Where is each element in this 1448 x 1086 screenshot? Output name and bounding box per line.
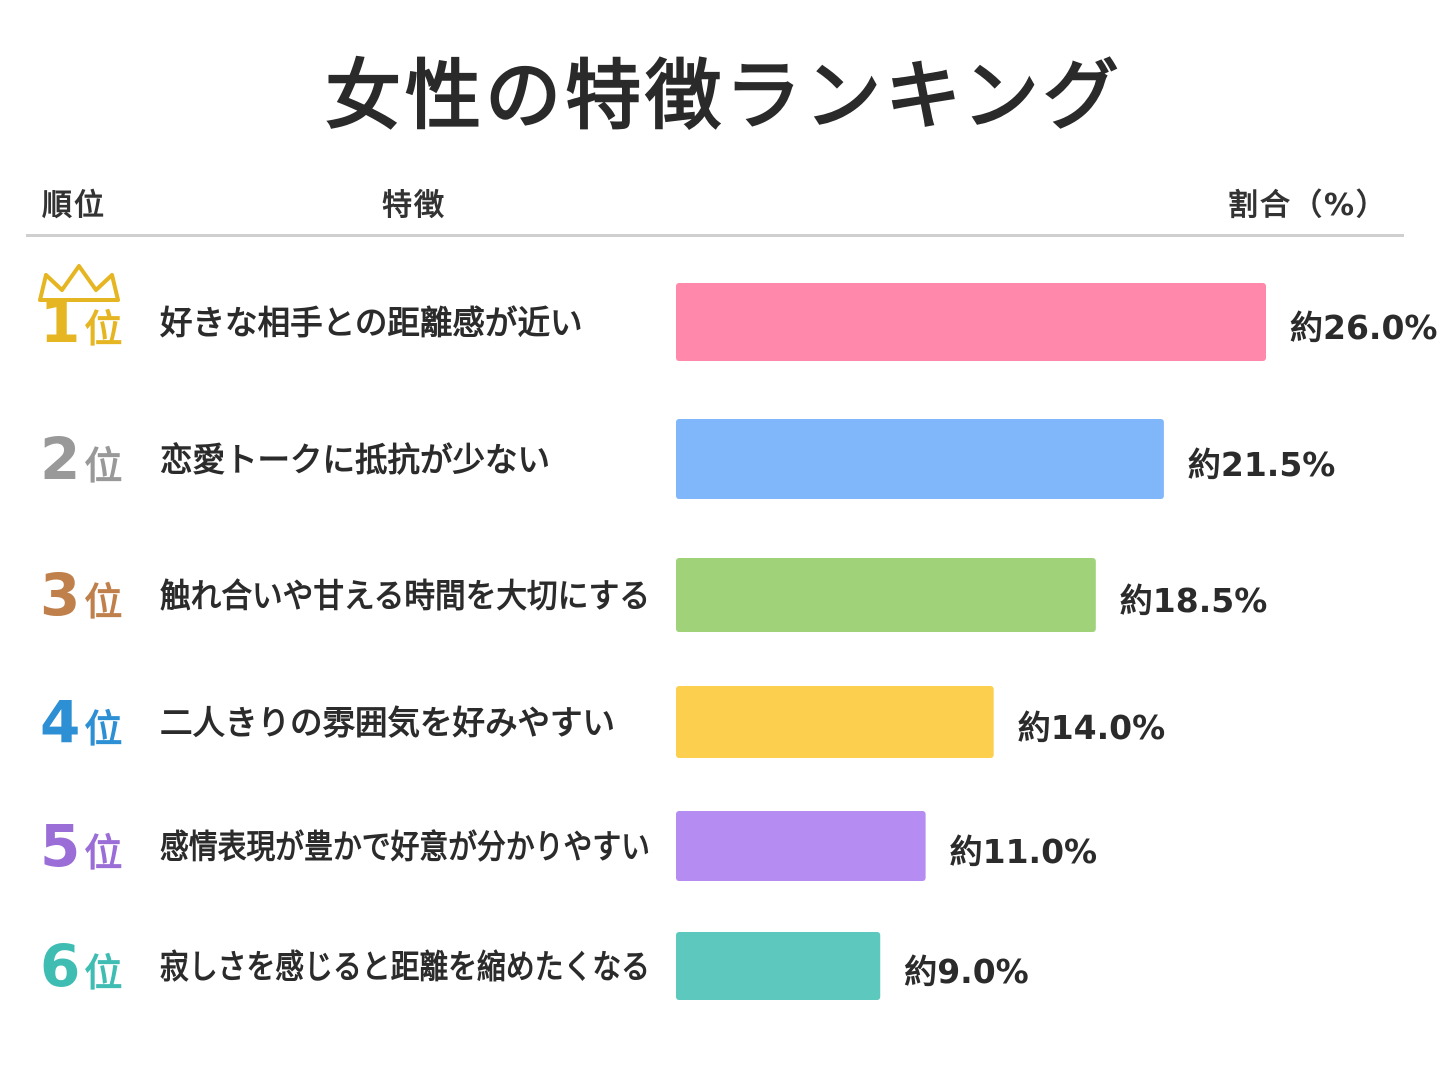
value-label: 約18.5% [1120, 581, 1268, 620]
rank-number: 6 [40, 932, 80, 1000]
rank-suffix: 位 [84, 307, 122, 351]
header-ratio: 割合（%） [1228, 188, 1389, 223]
rank-number: 4 [40, 688, 80, 756]
bar [676, 932, 881, 1000]
rank-number: 2 [40, 425, 80, 493]
feature-label: 好きな相手との距離感が近い [159, 303, 582, 342]
header-divider [26, 234, 1404, 237]
feature-label: 触れ合いや甘える時間を大切にする [160, 576, 650, 615]
bar [676, 283, 1266, 361]
bar [676, 558, 1096, 632]
value-label: 約9.0% [904, 952, 1029, 991]
header-rank: 順位 [42, 188, 106, 223]
chart-title: 女性の特徴ランキング [325, 51, 1123, 140]
feature-label: 二人きりの雰囲気を好みやすい [160, 703, 615, 742]
value-label: 約14.0% [1018, 708, 1166, 747]
feature-label: 感情表現が豊かで好意が分かりやすい [160, 827, 650, 866]
rank-number: 5 [40, 812, 80, 880]
rank-suffix: 位 [84, 951, 122, 995]
rank-suffix: 位 [84, 831, 122, 875]
value-label: 約11.0% [950, 832, 1098, 871]
value-label: 約21.5% [1188, 445, 1336, 484]
rank-number: 3 [40, 561, 80, 629]
rank-suffix: 位 [84, 444, 122, 488]
rank-suffix: 位 [84, 580, 122, 624]
bar [676, 811, 926, 881]
feature-label: 寂しさを感じると距離を縮めたくなる [160, 947, 650, 986]
crown-icon [38, 264, 120, 302]
bar [676, 419, 1164, 499]
value-label: 約26.0% [1290, 308, 1438, 347]
header-feature: 特徴 [382, 188, 446, 223]
rank-suffix: 位 [84, 707, 122, 751]
feature-label: 恋愛トークに抵抗が少ない [160, 440, 550, 479]
bar [676, 686, 994, 758]
